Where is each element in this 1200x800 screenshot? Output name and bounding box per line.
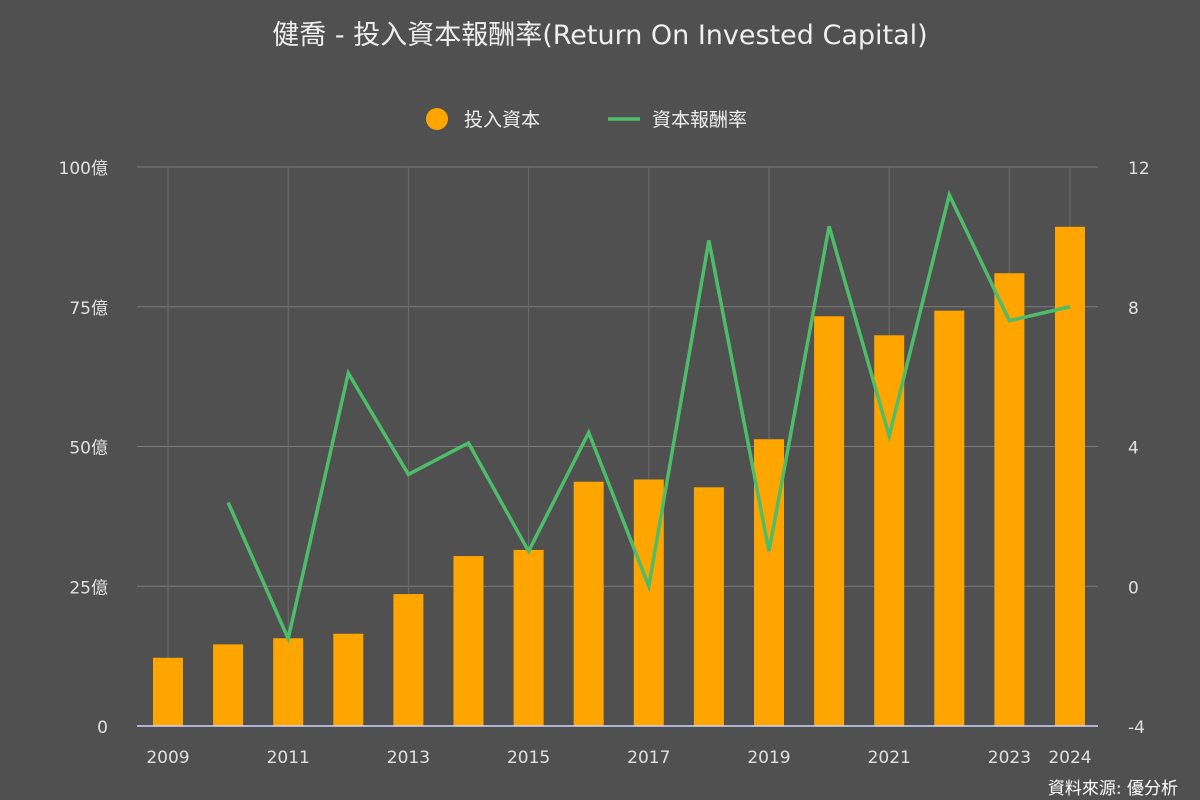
right-axis-tick-label: 4 [1128,439,1139,459]
legend: 投入資本 資本報酬率 [426,108,747,131]
x-axis-tick-label: 2021 [868,748,911,768]
bar-2014 [453,556,484,726]
bar-2012 [333,633,364,726]
x-axis-tick-label: 2013 [387,748,430,768]
bar-2024 [1055,226,1085,727]
bar-2013 [393,594,424,726]
right-axis-tick-label: 12 [1128,159,1150,179]
bar-2018 [693,487,724,726]
x-axis-tick-label: 2023 [988,748,1031,768]
legend-label: 投入資本 [464,109,540,131]
x-axis-tick-label: 2019 [747,748,790,768]
x-axis-tick-label: 2017 [627,748,670,768]
line-series [226,189,1071,645]
bar-2011 [273,638,304,726]
legend-label: 資本報酬率 [652,109,747,131]
bar-2015 [513,549,544,726]
left-axis-tick-label: 0 [97,718,108,738]
line-資本報酬率 [226,189,1071,645]
left-axis-tick-label: 25億 [69,578,108,598]
bar-2023 [994,273,1025,726]
chart-title: 健喬 - 投入資本報酬率(Return On Invested Capital) [272,20,927,51]
left-axis-tick-label: 100億 [59,159,108,179]
right-axis-tick-label: -4 [1128,718,1145,738]
source-note: 資料來源: 優分析 [1048,779,1178,799]
x-axis-tick-label: 2024 [1048,748,1091,768]
x-axis-tick-label: 2011 [267,748,310,768]
bar-2022 [934,310,965,726]
bar-2009 [153,657,183,726]
left-axis-tick-label: 75億 [69,299,108,319]
bar-2016 [573,481,604,726]
right-axis-tick-label: 8 [1128,299,1139,319]
bar-2020 [814,316,845,726]
bar-series [153,226,1085,727]
left-axis-tick-label: 50億 [69,439,108,459]
right-axis-tick-label: 0 [1128,578,1139,598]
legend-bar-swatch [426,108,448,130]
bar-2019 [754,439,784,726]
x-axis-tick-label: 2009 [146,748,189,768]
x-axis-tick-label: 2015 [507,748,550,768]
bar-2010 [213,644,244,726]
axes: 0 25億 50億 75億 100億 -4 0 4 8 12 2009 2011 2013 2015 201… [59,159,1150,768]
